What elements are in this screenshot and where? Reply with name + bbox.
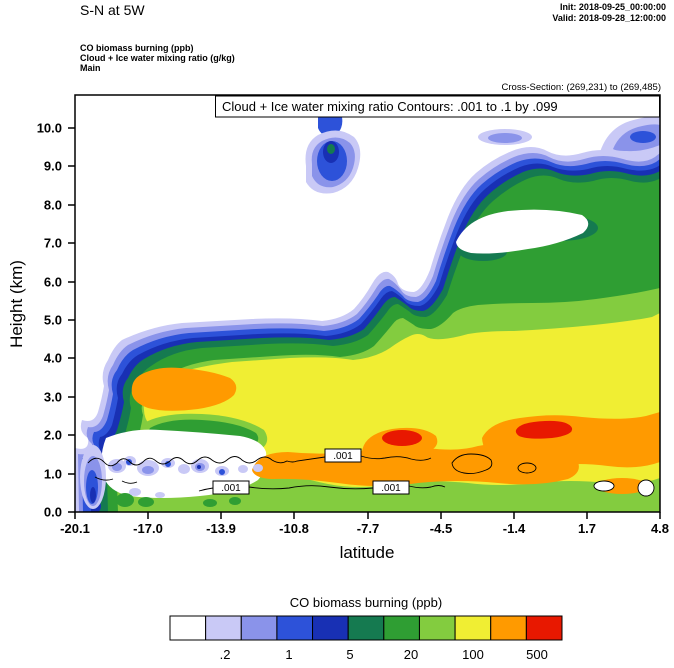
x-tick-label: -4.5 [430, 521, 452, 536]
colorbar-cell [383, 615, 420, 641]
x-axis: -20.1 -17.0 -13.9 -10.8 -7.7 -4.5 -1.4 1… [60, 512, 669, 536]
y-tick-label: 10.0 [37, 121, 62, 136]
contour-label-text: .001 [221, 483, 241, 494]
speckles-periwinkle [84, 456, 205, 506]
contour-banner-text: Cloud + Ice water mixing ratio Contours:… [222, 99, 558, 114]
orange-right-band [482, 412, 660, 468]
x-tick-label: -17.0 [133, 521, 163, 536]
contour-banner-frame [215, 95, 660, 118]
cross-section-label: Cross-Section: (269,231) to (269,485) [502, 82, 661, 93]
colorbar-cell [525, 615, 563, 641]
contour-field: .001 .001 .001 [75, 116, 660, 512]
y-tick-label: 3.0 [44, 390, 62, 405]
contour-label-frame [372, 480, 410, 495]
x-tick-label: -7.7 [357, 521, 379, 536]
model-label: Main [80, 63, 101, 73]
x-tick-label: -10.8 [279, 521, 309, 536]
speckles-lavender [80, 445, 263, 509]
contour-white-holes [593, 479, 655, 497]
y-axis-title: Height (km) [7, 260, 26, 348]
contour-label-box: .001 [212, 480, 250, 495]
colorbar-cell [418, 615, 456, 641]
figure-title: S-N at 5W [80, 2, 145, 18]
red-core-right [515, 420, 573, 439]
colorbar-cell [240, 615, 278, 641]
orange-midlevel-blob [131, 367, 237, 411]
colorbar: CO biomass burning (ppb) .2 1 5 20 100 5… [169, 595, 563, 662]
colorbar-tick-label: 1 [285, 647, 292, 662]
colorbar-cell [347, 615, 385, 641]
colorbar-cell [490, 615, 527, 641]
y-tick-label: 5.0 [44, 313, 62, 328]
contour-label-frame [212, 480, 250, 495]
colorbar-cell [276, 615, 314, 641]
colorbar-cell [454, 615, 492, 641]
y-tick-label: 9.0 [44, 159, 62, 174]
contour-banner: Cloud + Ice water mixing ratio Contours:… [215, 95, 660, 118]
contour-label-text: .001 [333, 451, 353, 462]
top-cloud-teal-dot [327, 144, 335, 154]
colorbar-tick-label: 5 [346, 647, 353, 662]
colorbar-tick-label: 20 [404, 647, 418, 662]
x-tick-label: -1.4 [503, 521, 526, 536]
colorbar-tick-label: 100 [462, 647, 484, 662]
x-axis-title: latitude [340, 543, 395, 562]
y-tick-label: 6.0 [44, 275, 62, 290]
colorbar-cell [169, 615, 207, 641]
colorbar-cell [312, 615, 349, 641]
contour-label-frame [324, 448, 362, 463]
cloud-ice-contour-lines [87, 453, 537, 492]
y-tick-label: 2.0 [44, 428, 62, 443]
colorbar-tick-label: .2 [220, 647, 231, 662]
contour-field-label: Cloud + Ice water mixing ratio (g/kg) [80, 53, 235, 63]
top-mid-periwinkle-streak [488, 133, 522, 143]
colorbar-title: CO biomass burning (ppb) [290, 595, 442, 610]
x-tick-label: -20.1 [60, 521, 90, 536]
x-tick-label: -13.9 [206, 521, 236, 536]
contour-label-text: .001 [381, 483, 401, 494]
top-right-blue-streak [630, 131, 656, 143]
contour-label-box: .001 [372, 480, 410, 495]
white-notch [456, 209, 589, 254]
y-tick-label: 7.0 [44, 236, 62, 251]
colorbar-tick-label: 500 [526, 647, 548, 662]
colorbar-cell [205, 615, 242, 641]
bottom-strip-green-bumps [116, 493, 241, 507]
y-tick-label: 1.0 [44, 467, 62, 482]
y-tick-label: 8.0 [44, 198, 62, 213]
x-tick-label: 4.8 [651, 521, 669, 536]
contour-label-box: .001 [324, 448, 362, 463]
red-core-left [382, 430, 422, 446]
y-tick-label: 4.0 [44, 351, 62, 366]
y-axis: 10.0 9.0 8.0 7.0 6.0 5.0 4.0 3.0 2.0 1.0… [37, 121, 75, 520]
fill-field-label: CO biomass burning (ppb) [80, 43, 194, 53]
init-time-label: Init: 2018-09-25_00:00:00 [560, 2, 666, 12]
valid-time-label: Valid: 2018-09-28_12:00:00 [552, 13, 666, 23]
y-tick-label: 0.0 [44, 505, 62, 520]
x-tick-label: 1.7 [578, 521, 596, 536]
